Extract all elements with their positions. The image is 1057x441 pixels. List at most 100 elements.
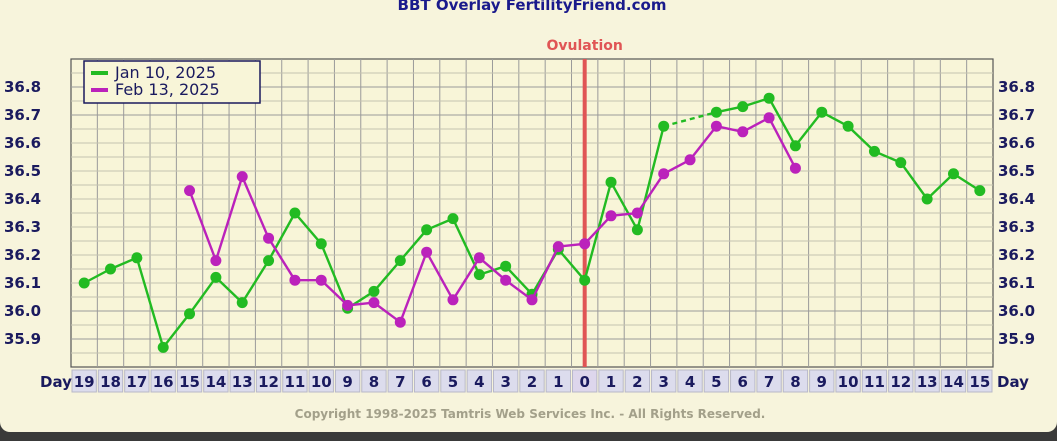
y-tick-label-right: 36.8: [998, 78, 1035, 96]
data-point: [737, 101, 749, 113]
series-segment: [899, 161, 929, 200]
x-tick-label: 13: [917, 373, 938, 391]
data-point: [157, 341, 169, 353]
series-segment: [215, 276, 244, 304]
x-axis-label-left: Day: [40, 373, 72, 391]
series-segment: [504, 265, 533, 296]
x-tick-cell: [255, 369, 282, 393]
series-segment: [451, 257, 481, 301]
x-tick-label: 10: [311, 373, 332, 391]
x-tick-cell: [361, 369, 387, 393]
x-tick-label: 14: [205, 373, 226, 391]
data-point: [394, 255, 406, 267]
x-tick-label: 8: [790, 373, 800, 391]
series-segment: [320, 279, 349, 307]
series-segment: [214, 176, 244, 261]
x-tick-label: 19: [74, 373, 95, 391]
series-segment: [478, 256, 507, 282]
data-point: [447, 213, 459, 225]
ovulation-marker: Ovulation: [547, 38, 623, 367]
x-tick-cell: [940, 369, 967, 393]
x-tick-label: 6: [421, 373, 431, 391]
x-tick-label: 12: [258, 373, 279, 391]
x-tick-label: 3: [500, 373, 510, 391]
data-point: [868, 145, 880, 157]
series-segment: [847, 125, 876, 153]
data-point: [789, 140, 801, 152]
data-point: [763, 112, 775, 124]
x-tick-label: 6: [738, 373, 748, 391]
x-tick-cell: [888, 369, 914, 393]
series-segment: [425, 251, 455, 301]
y-tick-label-right: 36.4: [998, 190, 1035, 208]
x-tick-label: 4: [474, 373, 484, 391]
y-tick-label-left: 36.2: [4, 246, 41, 264]
x-tick-cell: [334, 369, 361, 393]
x-tick-cell: [229, 369, 255, 393]
axis-labels: 36.8 36.8 36.7 36.7 36.6 36.6 36.5 36.5 36.4 36.4…: [4, 78, 1035, 393]
data-point: [895, 157, 907, 169]
series-2: [184, 112, 801, 328]
x-tick-label: 12: [890, 373, 911, 391]
bbt-overlay-chart: BBT Overlay FertilityFriend.com Ovulatio…: [4, 0, 1035, 421]
series-segment: [663, 111, 717, 128]
copyright-text: Copyright 1998-2025 Tamtris Web Services…: [295, 407, 766, 421]
data-point: [500, 260, 512, 272]
series-segment: [636, 173, 665, 214]
y-tick-label-left: 36.7: [4, 106, 41, 124]
x-tick-cell: [150, 369, 176, 393]
data-point: [315, 274, 327, 286]
x-tick-cell: [97, 369, 124, 393]
x-tick-cell: [756, 369, 782, 393]
data-point: [710, 120, 722, 132]
x-tick-label: 7: [764, 373, 774, 391]
x-tick-label: 8: [369, 373, 379, 391]
x-tick-cell: [651, 369, 677, 393]
x-tick-label: 5: [448, 373, 458, 391]
data-point: [447, 294, 459, 306]
data-point: [816, 106, 828, 118]
y-tick-label-left: 36.5: [4, 162, 41, 180]
x-tick-label: 5: [711, 373, 721, 391]
series-segment: [135, 257, 165, 348]
data-point: [105, 263, 117, 275]
x-tick-cell: [124, 369, 150, 393]
x-tick-label: 11: [864, 373, 885, 391]
x-tick-cell: [387, 369, 413, 393]
series-segment: [373, 259, 402, 293]
data-point: [658, 120, 670, 132]
series-1: [78, 92, 986, 353]
series-segment: [188, 276, 217, 315]
data-point: [473, 252, 485, 264]
series-segment: [399, 229, 428, 262]
y-tick-label-right: 36.0: [998, 302, 1035, 320]
series-segment: [241, 176, 270, 239]
x-tick-cell: [598, 369, 624, 393]
x-tick-cell: [624, 369, 651, 393]
x-tick-label: 9: [342, 373, 352, 391]
x-tick-label: 1: [606, 373, 616, 391]
series-segment: [162, 313, 191, 349]
x-tick-label: 18: [100, 373, 121, 391]
series-segment: [188, 190, 218, 262]
y-tick-label-left: 36.3: [4, 218, 41, 236]
x-tick-label: 2: [632, 373, 642, 391]
series-segment: [320, 243, 349, 309]
series-segment: [609, 181, 639, 231]
legend-box: [83, 60, 261, 104]
series-segment: [926, 172, 955, 200]
series-segment: [399, 251, 428, 323]
series-segment: [768, 97, 797, 147]
x-tick-cell: [71, 369, 97, 393]
x-tick-cell: [782, 369, 809, 393]
x-tick-cell: [545, 369, 572, 393]
x-tick-label: 4: [685, 373, 695, 391]
y-tick-label-right: 36.5: [998, 162, 1035, 180]
data-point: [78, 277, 90, 289]
x-tick-cell: [308, 369, 334, 393]
data-point: [210, 255, 222, 267]
y-tick-label-left: 35.9: [4, 330, 41, 348]
series-segment: [794, 111, 823, 147]
x-tick-cell: [703, 369, 730, 393]
data-point: [552, 241, 564, 253]
